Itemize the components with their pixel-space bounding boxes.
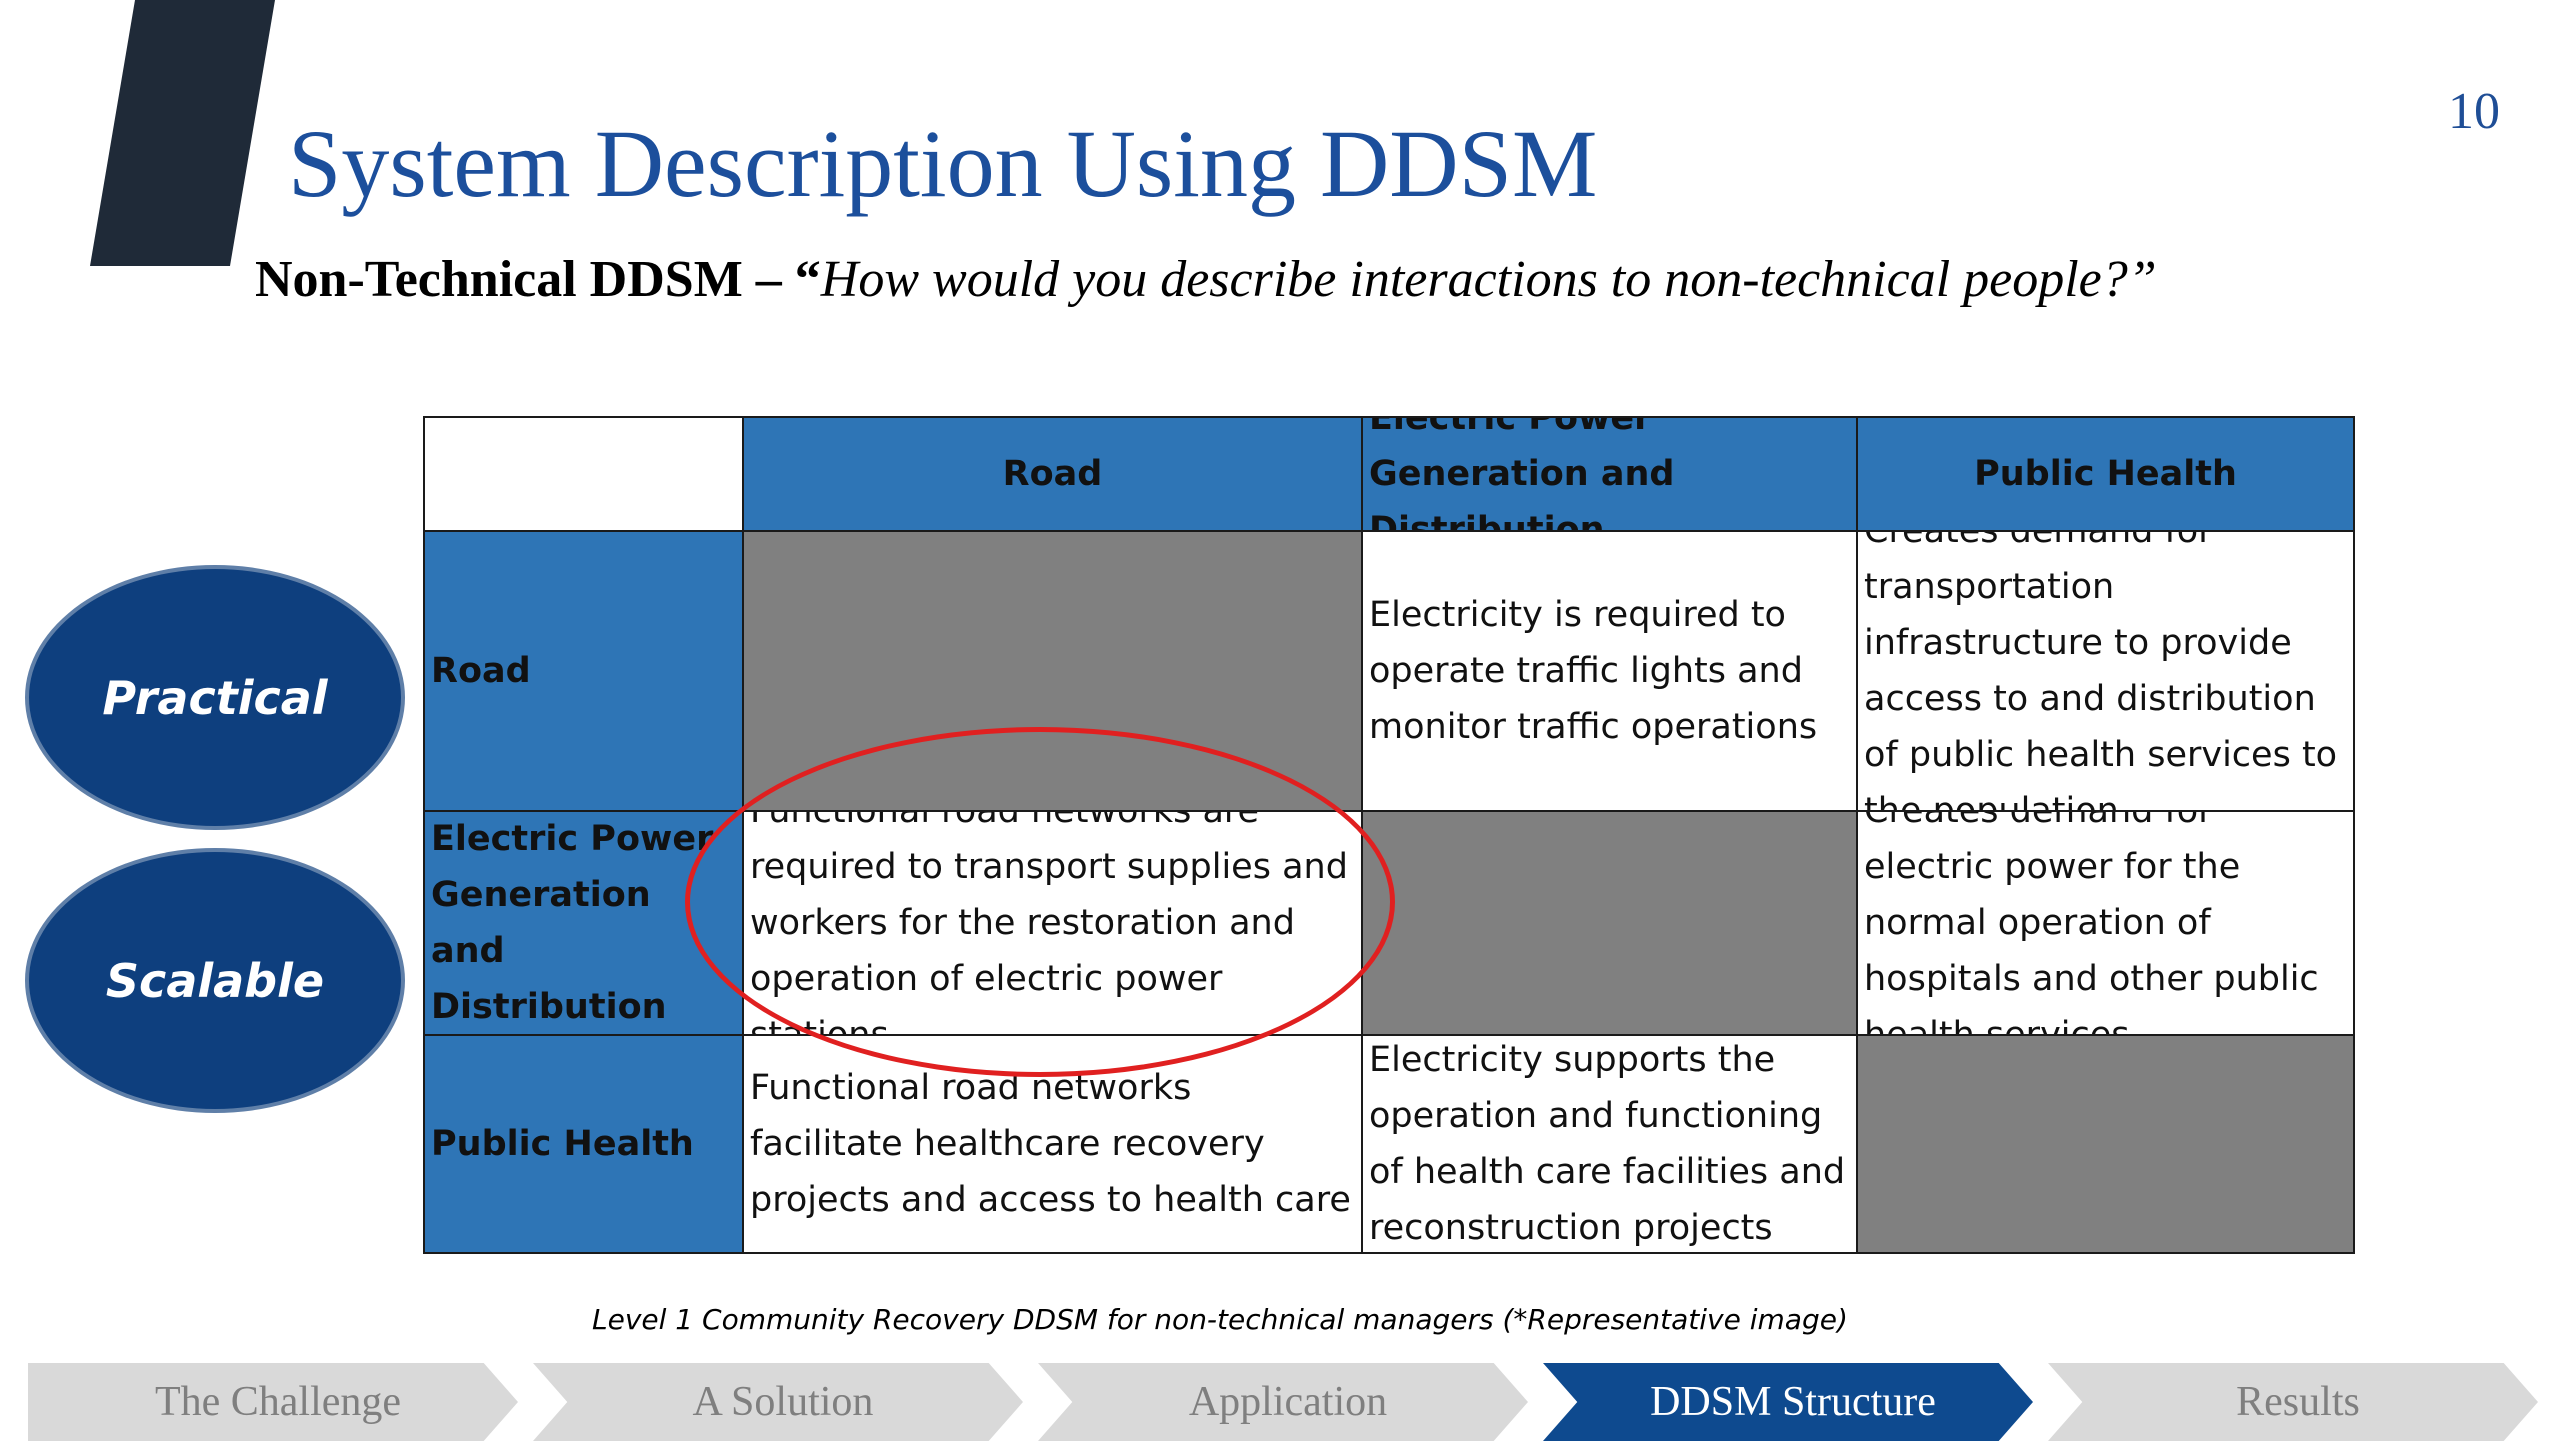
- nav-item-ddsm-structure[interactable]: DDSM Structure: [1543, 1363, 2033, 1441]
- cell-road-health: Creates demand for transportation infras…: [1856, 530, 2355, 812]
- cell-electric-road: Functional road networks are required to…: [742, 810, 1363, 1036]
- subtitle-question: How would you describe interactions to n…: [820, 251, 2157, 308]
- scalable-badge: Scalable: [25, 848, 405, 1113]
- slide-title: System Description Using DDSM: [288, 110, 1598, 217]
- nav-item-the-challenge[interactable]: The Challenge: [28, 1363, 518, 1441]
- cell-electric-health: Creates demand for electric power for th…: [1856, 810, 2355, 1036]
- diagonal-cell-public-health: [1856, 1034, 2355, 1254]
- row-header-electric-power: Electric Power Generation and Distributi…: [423, 810, 744, 1036]
- row-header-public-health: Public Health: [423, 1034, 744, 1254]
- nav-item-a-solution[interactable]: A Solution: [533, 1363, 1023, 1441]
- subtitle-lead: Non-Technical DDSM – “: [255, 251, 821, 308]
- ddsm-matrix: Road Electric Power Generation and Distr…: [423, 416, 2355, 1254]
- page-number: 10: [2448, 83, 2500, 140]
- row-header-road: Road: [423, 530, 744, 812]
- nav-item-label: DDSM Structure: [1650, 1379, 1936, 1425]
- diagonal-cell-electric-power: [1361, 810, 1858, 1036]
- matrix-caption: Level 1 Community Recovery DDSM for non-…: [592, 1303, 1848, 1336]
- nav-item-label: Results: [2236, 1379, 2360, 1425]
- corner-accent-bar: [90, 0, 275, 266]
- cell-health-road: Functional road networks facilitate heal…: [742, 1034, 1363, 1254]
- diagonal-cell-road: [742, 530, 1363, 812]
- section-nav: The Challenge A Solution Application DDS…: [28, 1363, 2548, 1443]
- nav-item-application[interactable]: Application: [1038, 1363, 1528, 1441]
- column-header-road: Road: [742, 416, 1363, 532]
- nav-item-label: The Challenge: [154, 1379, 402, 1425]
- matrix-corner-cell: [423, 416, 744, 532]
- column-header-electric-power: Electric Power Generation and Distributi…: [1361, 416, 1858, 532]
- nav-item-label: A Solution: [692, 1379, 874, 1425]
- cell-road-electric: Electricity is required to operate traff…: [1361, 530, 1858, 812]
- slide-subtitle: Non-Technical DDSM – “How would you desc…: [255, 250, 2157, 309]
- nav-item-label: Application: [1188, 1379, 1388, 1425]
- nav-item-results[interactable]: Results: [2048, 1363, 2538, 1441]
- cell-health-electric: Electricity supports the operation and f…: [1361, 1034, 1858, 1254]
- practical-badge: Practical: [25, 565, 405, 830]
- column-header-public-health: Public Health: [1856, 416, 2355, 532]
